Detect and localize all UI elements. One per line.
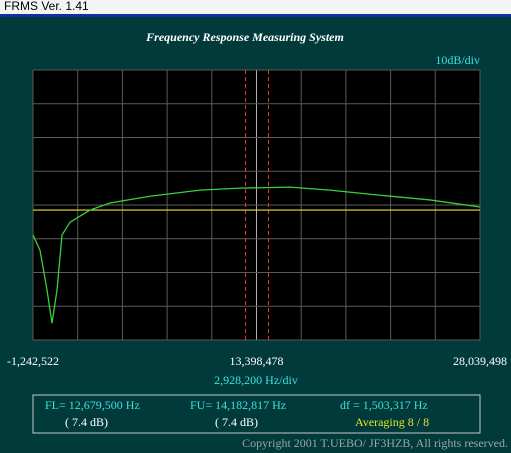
response-curve (32, 186, 481, 324)
x-tick-label: 13,398,478 (229, 354, 283, 368)
fu-readout: FU= 14,182,817 Hz (190, 398, 286, 412)
x-tick-label: -1,242,522 (7, 354, 59, 368)
fu-level: ( 7.4 dB) (215, 415, 258, 429)
copyright: Copyright 2001 T.UEBO/ JF3HZB, All right… (242, 436, 508, 450)
y-scale-label: 10dB/div (435, 53, 480, 67)
window-title: FRMS Ver. 1.41 (4, 0, 89, 13)
chart-title: Frequency Response Measuring System (145, 30, 344, 44)
fl-level: ( 7.4 dB) (65, 415, 108, 429)
df-readout: df = 1,503,317 Hz (340, 398, 428, 412)
title-bar-border (0, 14, 511, 17)
x-tick-label: 28,039,498 (453, 354, 507, 368)
fl-readout: FL= 12,679,500 Hz (45, 398, 140, 412)
title-bar (0, 0, 511, 14)
x-scale-label: 2,928,200 Hz/div (214, 373, 298, 387)
averaging-status: Averaging 8 / 8 (355, 415, 429, 429)
info-panel (32, 394, 481, 434)
